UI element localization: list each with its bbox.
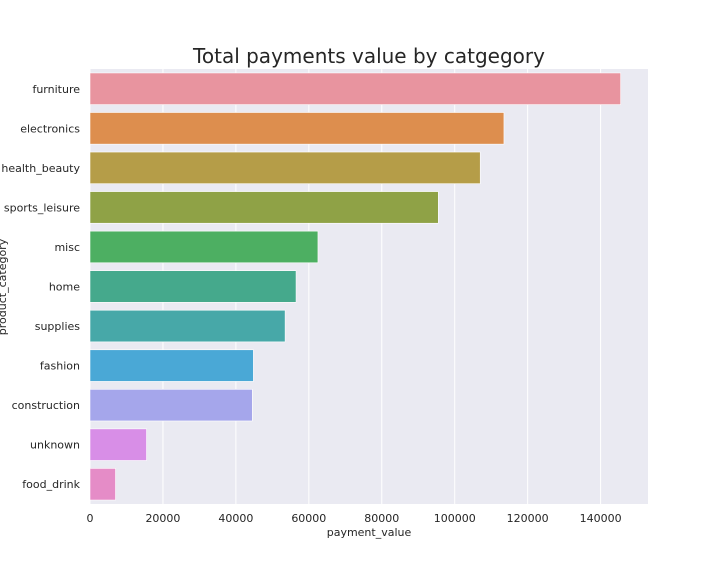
y-tick-label: electronics xyxy=(20,122,80,135)
x-tick-label: 60000 xyxy=(291,512,326,525)
x-tick-label: 0 xyxy=(87,512,94,525)
y-tick-label: home xyxy=(49,281,80,294)
bar-home xyxy=(89,270,297,303)
y-axis-label: product_category xyxy=(0,238,9,335)
bar-fashion xyxy=(89,349,254,382)
y-tick-label: misc xyxy=(54,241,80,254)
y-tick-label: food_drink xyxy=(22,478,80,491)
bar-electronics xyxy=(89,112,505,145)
y-tick-label: furniture xyxy=(32,83,80,96)
chart-title: Total payments value by catgegory xyxy=(192,44,545,68)
y-tick-label: sports_leisure xyxy=(4,201,80,214)
y-tick-label: supplies xyxy=(35,320,81,333)
x-tick-label: 120000 xyxy=(507,512,549,525)
bar-supplies xyxy=(89,309,286,343)
x-tick-label: 100000 xyxy=(434,512,476,525)
y-tick-label: fashion xyxy=(40,360,80,373)
bars xyxy=(89,72,621,501)
x-tick-label: 80000 xyxy=(364,512,399,525)
bar-unknown xyxy=(89,428,147,461)
x-tick-label: 20000 xyxy=(145,512,180,525)
y-tick-label: construction xyxy=(12,399,80,412)
y-tick-label: unknown xyxy=(30,439,80,452)
bar-food-drink xyxy=(89,468,116,501)
x-tick-label: 140000 xyxy=(580,512,622,525)
y-tick-label: health_beauty xyxy=(1,162,80,175)
bar-health-beauty xyxy=(89,151,481,184)
bar-furniture xyxy=(89,72,621,105)
bar-sports-leisure xyxy=(89,191,439,224)
x-axis-label: payment_value xyxy=(327,526,412,539)
bar-construction xyxy=(89,389,253,422)
x-tick-label: 40000 xyxy=(218,512,253,525)
x-tick-labels: 0 20000 40000 60000 80000 100000 120000 140000 xyxy=(87,512,622,525)
y-tick-labels: furniture electronics health_beauty sports_… xyxy=(1,83,80,491)
bar-misc xyxy=(89,230,319,264)
